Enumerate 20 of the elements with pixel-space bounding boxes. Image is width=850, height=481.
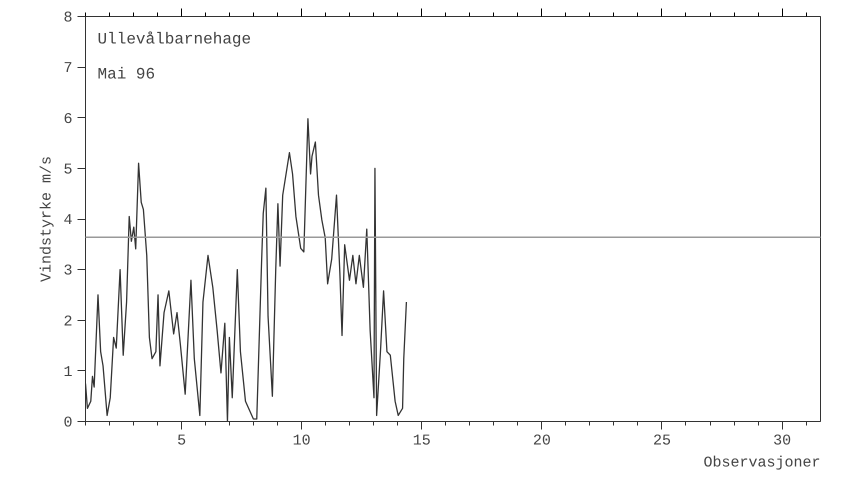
y-tick-label: 2 [64,313,73,330]
y-tick-label: 8 [64,10,73,26]
annotation: Mai 96 [98,66,156,84]
x-axis-title: Observasjoner [703,454,821,472]
x-tick-label: 15 [412,432,431,450]
y-tick-label: 0 [64,414,73,432]
annotation: Ullevålbarnehage [98,30,252,48]
y-axis-title: Vindstyrke m/s [38,156,56,282]
x-tick-label: 20 [532,432,551,450]
line-series [86,118,408,422]
y-tick-label: 1 [64,364,73,381]
x-tick-label: 25 [652,432,671,450]
x-tick-label: 30 [773,432,792,450]
y-tick-label: 5 [64,161,73,178]
x-tick-label: 10 [292,432,311,450]
y-tick-label: 6 [64,110,73,128]
y-tick-label: 4 [64,212,73,229]
y-tick-label: 7 [64,60,73,78]
x-tick-label: 5 [177,432,186,450]
y-tick-label: 3 [64,262,73,280]
